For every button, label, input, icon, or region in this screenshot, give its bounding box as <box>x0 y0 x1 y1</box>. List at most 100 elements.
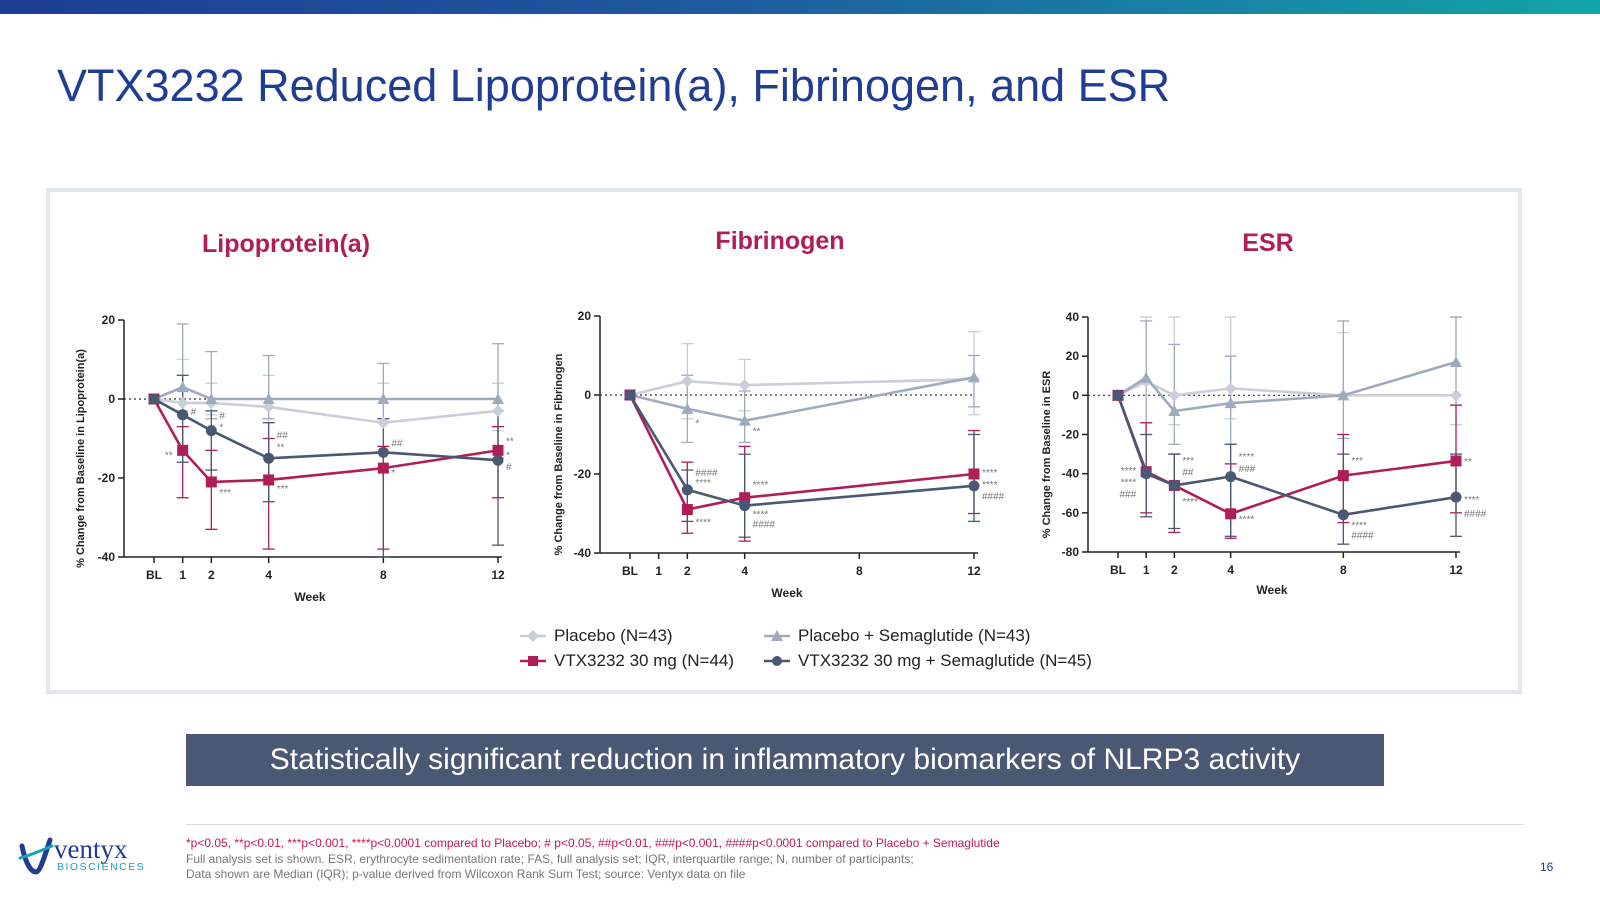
x-tick-label: 4 <box>265 568 272 582</box>
data-point-vtx3232 <box>1225 508 1237 520</box>
data-point-placebo-sema <box>262 393 275 404</box>
series-line-vtx3232-sema <box>628 394 975 507</box>
data-point-vtx3232-sema <box>263 452 275 464</box>
significance-label: **** <box>695 478 711 489</box>
data-point-placebo <box>377 416 390 429</box>
footnote-abbreviations: Full analysis set is shown. ESR, erythro… <box>186 852 914 866</box>
x-tick-label: 8 <box>380 568 387 582</box>
data-point-placebo-sema <box>176 381 189 393</box>
x-tick-label: 8 <box>856 564 863 578</box>
legend-label: VTX3232 30 mg (N=44) <box>554 651 735 670</box>
significance-label: *** <box>1182 456 1194 467</box>
significance-label: **** <box>1121 478 1137 489</box>
x-tick-label: 2 <box>208 568 215 582</box>
x-tick-label: 12 <box>491 568 505 582</box>
y-axis-label: % Change from Baseline in Lipoprotein(a) <box>75 349 87 568</box>
y-tick-label: -20 <box>98 471 116 485</box>
data-point-vtx3232-sema <box>492 454 504 466</box>
significance-label: ## <box>391 438 403 449</box>
data-point-placebo-sema <box>1140 371 1153 383</box>
x-tick-label: BL <box>1110 563 1126 577</box>
data-point-vtx3232-sema <box>148 393 160 405</box>
significance-label: ** <box>506 436 514 447</box>
significance-label: ** <box>1464 457 1472 468</box>
series-line-vtx3232-sema <box>1116 394 1457 517</box>
data-point-vtx3232-sema <box>1337 509 1349 521</box>
y-tick-label: -40 <box>98 550 116 564</box>
data-point-vtx3232-sema <box>739 500 751 512</box>
data-point-placebo-sema <box>738 414 751 426</box>
y-tick-label: 20 <box>578 309 592 323</box>
data-point-vtx3232 <box>205 476 217 488</box>
x-axis-label: Week <box>771 586 802 600</box>
significance-label: ## <box>277 431 289 442</box>
data-point-placebo-sema <box>377 393 390 404</box>
x-tick-label: 12 <box>967 564 981 578</box>
significance-label: # <box>219 411 225 422</box>
significance-label: **** <box>1464 495 1480 506</box>
data-point-placebo-sema <box>681 402 694 414</box>
y-tick-label: -40 <box>1062 467 1080 481</box>
data-point-vtx3232 <box>968 468 980 480</box>
significance-label: ## <box>1182 468 1194 479</box>
significance-label: ** <box>277 442 285 453</box>
data-point-placebo <box>1168 389 1181 402</box>
x-tick-label: 12 <box>1449 563 1463 577</box>
series-line-placebo <box>1117 380 1456 397</box>
x-tick-label: 8 <box>1340 563 1347 577</box>
data-point-vtx3232 <box>492 444 504 456</box>
data-point-placebo-sema <box>1168 405 1181 416</box>
y-tick-label: -40 <box>574 546 592 560</box>
legend-item-vtx-sema: VTX3232 30 mg + Semaglutide (N=45) <box>764 649 1092 673</box>
data-point-placebo <box>1450 389 1462 402</box>
data-point-vtx3232-sema <box>377 446 389 458</box>
x-tick-label: 1 <box>655 564 662 578</box>
circle-marker-icon <box>764 656 790 666</box>
data-point-vtx3232 <box>681 504 693 516</box>
x-tick-label: 4 <box>1227 563 1234 577</box>
significance-label: # <box>506 462 512 473</box>
data-point-placebo-sema <box>968 371 980 383</box>
y-axis-label: % Change from Baseline in Fibrinogen <box>553 353 565 555</box>
data-point-placebo-sema <box>1224 397 1237 409</box>
triangle-marker-icon <box>764 630 790 641</box>
chart-title: ESR <box>1242 229 1293 257</box>
series-line-placebo <box>629 377 975 397</box>
y-tick-label: -20 <box>574 467 592 481</box>
y-tick-label: 0 <box>108 392 115 406</box>
significance-label: **** <box>982 468 998 479</box>
significance-label: #### <box>753 519 776 530</box>
data-point-placebo <box>492 404 504 417</box>
x-tick-label: BL <box>146 568 162 582</box>
data-point-placebo-sema <box>492 393 504 404</box>
significance-label: **** <box>753 480 769 491</box>
data-point-vtx3232-sema <box>1450 491 1462 503</box>
significance-label: ### <box>1119 489 1136 500</box>
legend-label: Placebo (N=43) <box>554 626 673 645</box>
y-tick-label: 20 <box>102 313 116 327</box>
y-axis-label: % Change from Baseline in ESR <box>1041 371 1053 539</box>
x-tick-label: 2 <box>684 564 691 578</box>
legend: Placebo (N=43) Placebo + Semaglutide (N=… <box>520 624 1160 680</box>
significance-label: ** <box>165 450 173 461</box>
series-line-vtx3232 <box>628 394 975 512</box>
x-tick-label: BL <box>622 564 638 578</box>
data-point-vtx3232-sema <box>1140 468 1152 480</box>
significance-label: **** <box>753 510 769 521</box>
series-line-vtx3232-sema <box>153 397 499 462</box>
data-point-vtx3232 <box>1337 470 1349 482</box>
y-tick-label: 20 <box>1066 349 1080 363</box>
data-point-vtx3232 <box>377 462 389 474</box>
data-point-vtx3232-sema <box>968 480 980 492</box>
significance-label: *** <box>277 484 289 495</box>
logo-subtitle: BIOSCIENCES <box>57 861 146 873</box>
x-tick-label: 4 <box>741 564 748 578</box>
data-point-vtx3232-sema <box>1112 389 1124 401</box>
legend-label: VTX3232 30 mg + Semaglutide (N=45) <box>798 651 1092 670</box>
data-point-vtx3232-sema <box>1225 471 1237 483</box>
y-tick-label: 0 <box>584 388 591 402</box>
